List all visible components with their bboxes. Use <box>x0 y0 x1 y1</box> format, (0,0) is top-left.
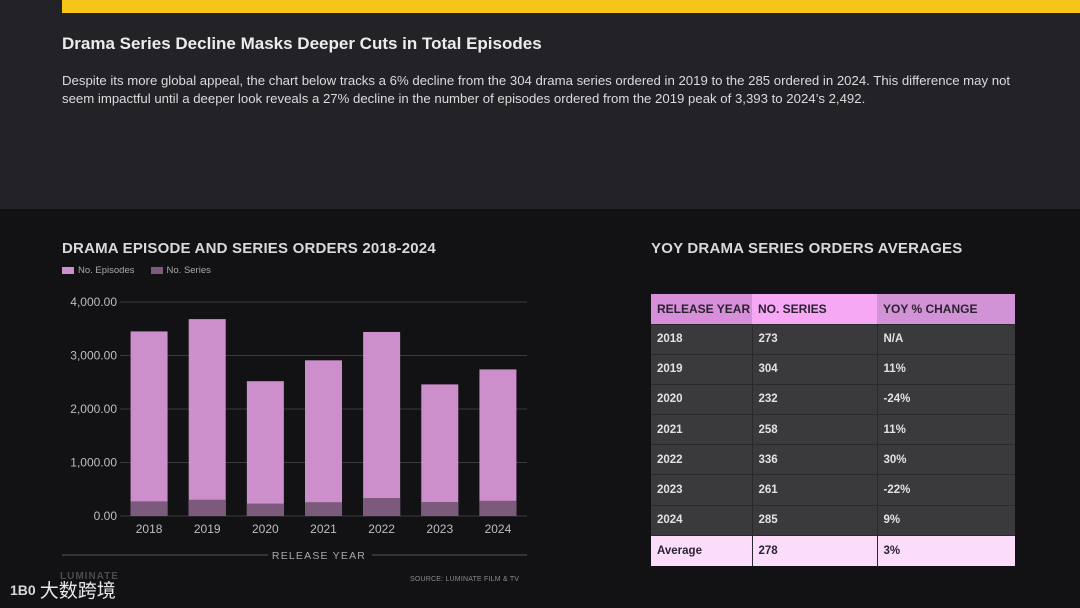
x-tick-label: 2024 <box>485 522 512 536</box>
bar-series <box>130 501 168 516</box>
bar-series <box>421 502 459 516</box>
table-row: 2019 304 11% <box>651 353 1015 385</box>
x-tick-label: 2019 <box>194 522 221 536</box>
average-cell-year: Average <box>651 534 752 566</box>
cell-year: 2021 <box>651 414 752 445</box>
column-header-release-year: RELEASE YEAR <box>651 294 752 324</box>
cell-series: 285 <box>751 504 877 536</box>
column-header-no-series: NO. SERIES <box>752 294 877 324</box>
cell-year: 2023 <box>651 474 752 506</box>
cell-series: 304 <box>751 353 877 385</box>
table-row: 2021 258 11% <box>651 414 1015 445</box>
bar-chart: 0.00 1,000.00 2,000.00 3,000.00 4,000.00 2018… <box>62 295 527 562</box>
table-row: 2020 232 -24% <box>651 383 1015 415</box>
cell-change: -22% <box>876 474 1015 506</box>
chart-legend: No. Episodes No. Series <box>62 265 211 276</box>
bar-series <box>246 503 284 516</box>
bar-episodes <box>479 369 517 516</box>
bar-episodes <box>421 384 459 516</box>
y-tick-label: 3,000.00 <box>70 349 117 363</box>
header-band <box>0 0 1080 209</box>
x-tick-label: 2018 <box>136 522 163 536</box>
cell-change: 9% <box>876 504 1015 536</box>
legend-swatch-series <box>150 267 163 274</box>
bar-episodes <box>363 331 401 516</box>
bar-episodes <box>188 319 226 516</box>
bar-episodes <box>130 331 168 516</box>
headline: Drama Series Decline Masks Deeper Cuts i… <box>62 34 542 53</box>
cell-year: 2019 <box>651 353 752 385</box>
watermark-text: 大数跨境 <box>39 581 116 602</box>
table-row: 2023 261 -22% <box>651 474 1015 506</box>
table-title: YOY DRAMA SERIES ORDERS AVERAGES <box>651 240 963 257</box>
average-cell-change: 3% <box>876 534 1015 566</box>
watermark: 1B0 大数跨境 <box>10 576 116 603</box>
cell-change: -24% <box>876 383 1015 415</box>
bar-series <box>363 498 401 516</box>
watermark-mark: 1B0 <box>10 581 36 598</box>
legend-swatch-episodes <box>62 267 74 274</box>
cell-series: 336 <box>751 444 877 475</box>
average-cell-series: 278 <box>751 534 877 566</box>
x-tick-label: 2020 <box>252 522 279 536</box>
y-tick-label: 1,000.00 <box>70 456 117 470</box>
cell-change: N/A <box>876 323 1015 355</box>
cell-year: 2018 <box>651 323 752 355</box>
accent-bar <box>62 0 1080 13</box>
y-tick-label: 0.00 <box>94 509 118 523</box>
table-row: 2024 285 9% <box>651 504 1015 536</box>
legend-item-episodes: No. Episodes <box>62 265 135 276</box>
bar-episodes <box>246 381 284 516</box>
bar-series <box>188 499 226 516</box>
table-row-average: Average 278 3% <box>651 534 1015 566</box>
x-tick-label: 2021 <box>310 522 337 536</box>
chart-title: DRAMA EPISODE AND SERIES ORDERS 2018-202… <box>62 240 436 257</box>
legend-label-episodes: No. Episodes <box>78 265 135 276</box>
bar-series <box>305 502 342 516</box>
cell-change: 11% <box>876 414 1015 445</box>
cell-series: 232 <box>751 383 877 415</box>
cell-year: 2024 <box>651 504 752 536</box>
x-axis-label: RELEASE YEAR <box>272 550 366 562</box>
column-header-yoy-change: YOY % CHANGE <box>877 294 1015 324</box>
cell-change: 11% <box>876 353 1015 385</box>
yoy-table: RELEASE YEAR NO. SERIES YOY % CHANGE 201… <box>651 294 1015 566</box>
cell-year: 2020 <box>651 383 752 415</box>
cell-series: 258 <box>751 414 877 445</box>
bar-episodes <box>305 360 342 516</box>
cell-change: 30% <box>876 444 1015 475</box>
x-tick-label: 2023 <box>426 522 453 536</box>
y-tick-label: 4,000.00 <box>70 295 117 309</box>
cell-series: 261 <box>751 474 877 506</box>
luminate-logo: LUMINATE <box>60 571 119 582</box>
legend-item-series: No. Series <box>150 265 211 276</box>
cell-series: 273 <box>751 323 877 355</box>
x-tick-label: 2022 <box>368 522 395 536</box>
bar-series <box>479 500 517 516</box>
y-tick-label: 2,000.00 <box>70 402 117 416</box>
table-row: 2018 273 N/A <box>651 323 1015 355</box>
body-text: Despite its more global appeal, the char… <box>62 73 1011 106</box>
chart-source: SOURCE: LUMINATE FILM & TV <box>410 576 520 583</box>
table-row: 2022 336 30% <box>651 444 1015 475</box>
table-header-row: RELEASE YEAR NO. SERIES YOY % CHANGE <box>651 294 1015 324</box>
legend-label-series: No. Series <box>166 265 211 276</box>
cell-year: 2022 <box>651 444 752 475</box>
